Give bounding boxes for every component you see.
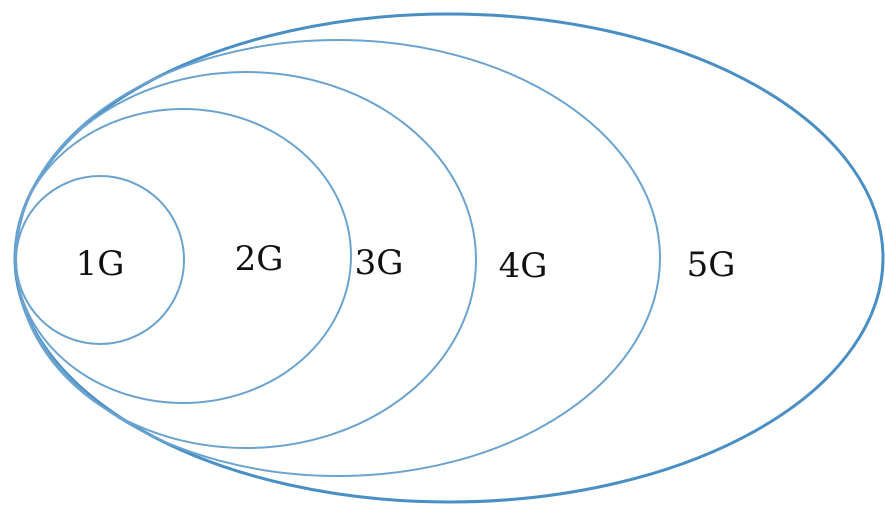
ring-2g	[14, 108, 352, 404]
label-5g: 5G	[687, 245, 736, 285]
label-2g: 2G	[235, 239, 284, 279]
ring-1g	[15, 175, 185, 345]
label-4g: 4G	[499, 246, 548, 286]
label-3g: 3G	[355, 243, 404, 283]
label-1g: 1G	[76, 244, 125, 284]
